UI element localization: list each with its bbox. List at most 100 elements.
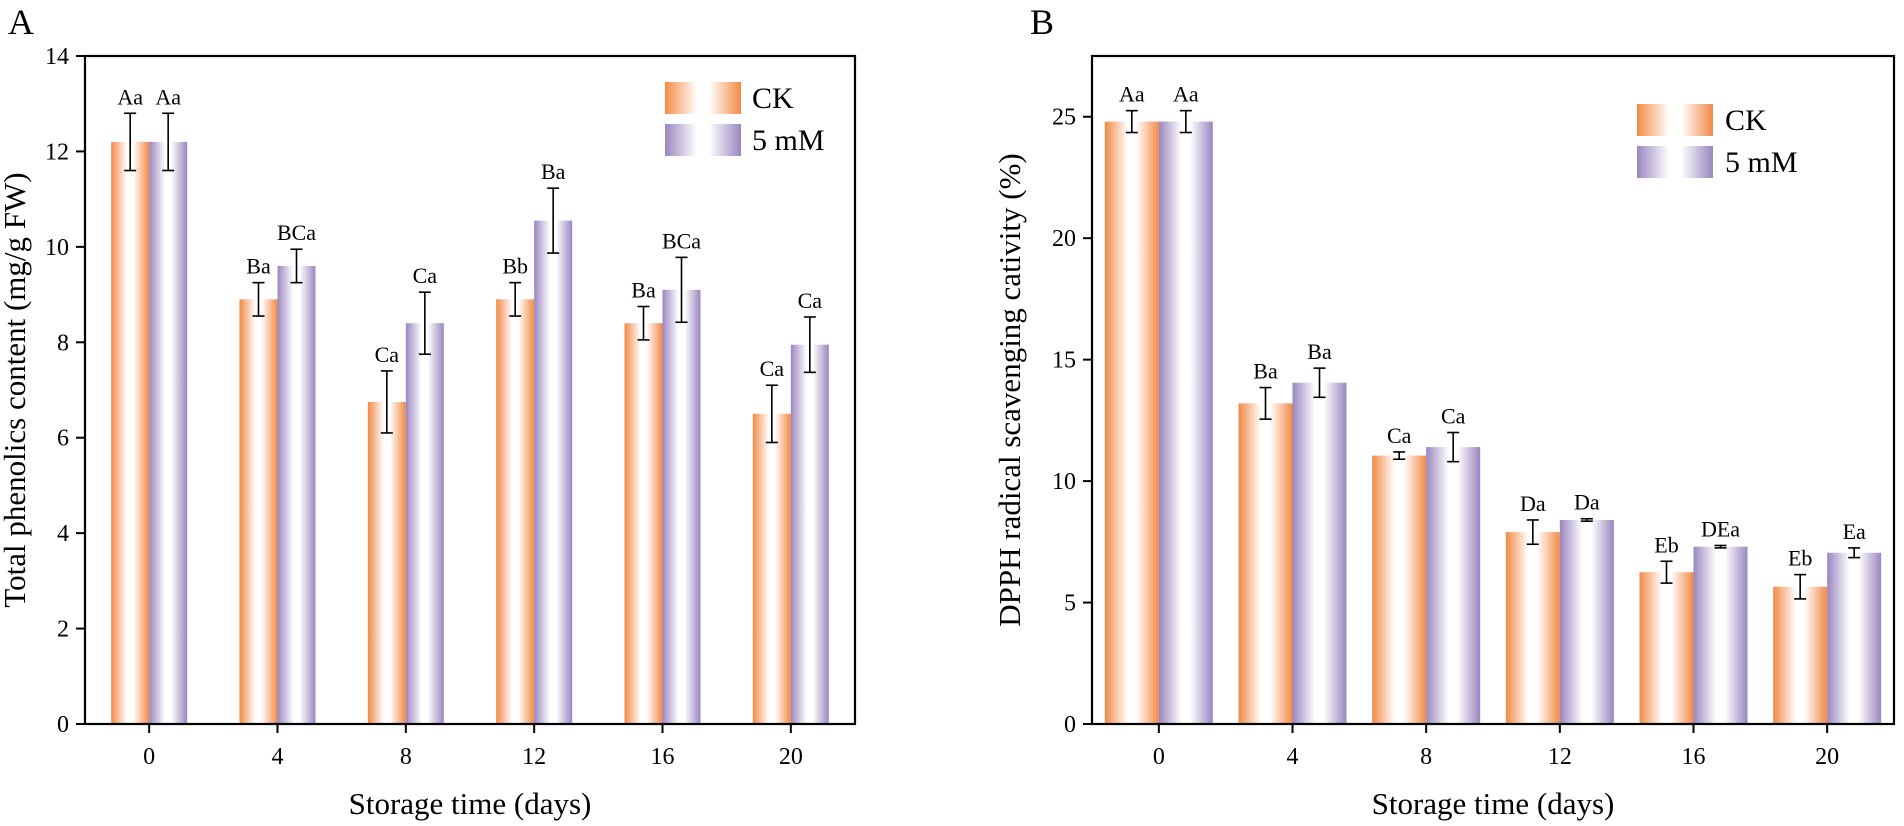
legend-label-5mm: 5 mM	[1725, 146, 1798, 179]
error-bar	[509, 281, 522, 317]
bar-ck-day-8	[1372, 455, 1427, 724]
y-tick-label: 6	[57, 426, 69, 452]
y-tick-label: 4	[57, 521, 69, 547]
error-bar	[675, 256, 688, 324]
x-tick-label: 0	[143, 744, 155, 770]
significance-label: Ca	[760, 356, 785, 381]
y-tick-label: 10	[1052, 469, 1076, 495]
error-bar	[547, 187, 560, 254]
panel-b: B Aa Aa Ba Ba Ca Ca Da Da Eb DEa Eb Ea 0 5 10 15 20 25 0…	[992, 2, 1896, 821]
significance-label: Ca	[798, 288, 823, 313]
x-tick-label: 8	[1420, 744, 1432, 770]
bar-5mm-day-12	[1559, 519, 1614, 724]
bar-ck-day-16	[624, 323, 663, 724]
legend-swatch-ck	[1637, 104, 1713, 136]
x-tick-label: 4	[1287, 744, 1299, 770]
significance-label: Aa	[1173, 82, 1199, 107]
error-bar	[803, 316, 816, 374]
y-tick-label: 0	[1064, 712, 1076, 738]
error-bar	[124, 112, 137, 172]
error-bar	[1447, 431, 1460, 463]
bar-ck-day-12	[1505, 532, 1560, 724]
error-bar	[1848, 547, 1861, 559]
significance-label: Ca	[1387, 423, 1412, 448]
error-bar	[1714, 544, 1727, 549]
significance-label: Bb	[502, 254, 528, 279]
plot-frame	[1090, 54, 1896, 726]
x-axis-label: Storage time (days)	[349, 786, 592, 821]
bar-ck-day-0	[111, 141, 150, 724]
x-tick-label: 16	[651, 744, 675, 770]
bar-5mm-day-20	[1827, 552, 1882, 724]
significance-label: Eb	[1654, 532, 1678, 557]
bar-ck-day-4	[1238, 403, 1293, 724]
bar-ck-day-8	[367, 401, 406, 724]
x-tick-label: 12	[522, 744, 546, 770]
x-tick-label: 4	[272, 744, 284, 770]
significance-label: Aa	[155, 84, 181, 109]
bar-ck-day-16	[1639, 572, 1694, 724]
significance-label: Ba	[246, 254, 271, 279]
error-bar	[1794, 573, 1807, 600]
x-tick-label: 12	[1548, 744, 1572, 770]
x-tick-label: 16	[1682, 744, 1706, 770]
significance-label: Aa	[117, 84, 143, 109]
y-tick-label: 14	[45, 44, 69, 70]
y-tick-label: 2	[57, 617, 69, 643]
error-bar	[1259, 386, 1272, 420]
y-tick-label: 15	[1052, 348, 1076, 374]
significance-label: Aa	[1119, 82, 1145, 107]
significance-label: Eb	[1788, 546, 1812, 571]
y-tick-label: 12	[45, 139, 69, 165]
x-tick-label: 0	[1153, 744, 1165, 770]
significance-label: Da	[1574, 490, 1600, 515]
bar-ck-day-4	[239, 299, 278, 724]
significance-label: Ca	[1441, 404, 1466, 429]
x-tick-label: 20	[779, 744, 803, 770]
significance-label: Ba	[541, 159, 566, 184]
y-axis-label: Total phenolics content (mg/g FW)	[0, 172, 32, 607]
bar-5mm-day-0	[1158, 121, 1213, 725]
bar-5mm-day-16	[1693, 546, 1748, 724]
error-bar	[1580, 517, 1593, 522]
panel-label: A	[8, 2, 34, 42]
y-tick-label: 25	[1052, 105, 1076, 131]
legend-swatch-ck	[665, 82, 741, 114]
x-axis-ticks: 0 4 8 12 16 20	[1153, 724, 1839, 770]
legend-label-ck: CK	[1725, 104, 1767, 137]
bars-group: Aa Aa Ba Ba Ca Ca Da Da Eb DEa Eb Ea	[1104, 82, 1882, 725]
bar-5mm-day-4	[1292, 382, 1347, 724]
error-bar	[380, 370, 393, 434]
bar-5mm-day-12	[534, 220, 573, 724]
y-tick-label: 8	[57, 330, 69, 356]
significance-label: Ba	[1253, 359, 1278, 384]
legend-swatch-5mm	[1637, 146, 1713, 178]
error-bar	[418, 291, 431, 356]
bar-5mm-day-4	[277, 265, 316, 724]
y-tick-label: 20	[1052, 226, 1076, 252]
y-tick-label: 5	[1064, 591, 1076, 617]
error-bar	[1179, 109, 1192, 134]
bar-5mm-day-20	[790, 344, 829, 724]
error-bar	[1125, 109, 1138, 134]
bar-ck-day-20	[752, 413, 791, 724]
error-bar	[162, 112, 175, 172]
error-bar	[637, 305, 650, 341]
legend-swatch-5mm	[665, 124, 741, 156]
significance-label: BCa	[277, 220, 316, 245]
significance-label: DEa	[1701, 516, 1740, 541]
error-bar	[765, 384, 778, 444]
x-axis-ticks: 0 4 8 12 16 20	[143, 724, 803, 770]
y-tick-label: 0	[57, 712, 69, 738]
legend: CK 5 mM	[665, 82, 825, 157]
y-axis-label: DPPH radical scavenging cativity (%)	[992, 153, 1027, 626]
bar-ck-day-0	[1104, 121, 1159, 725]
significance-label: Ca	[375, 342, 400, 367]
error-bar	[1313, 367, 1326, 399]
bar-5mm-day-8	[405, 323, 444, 724]
bar-ck-day-12	[496, 299, 535, 724]
significance-label: Da	[1520, 491, 1546, 516]
